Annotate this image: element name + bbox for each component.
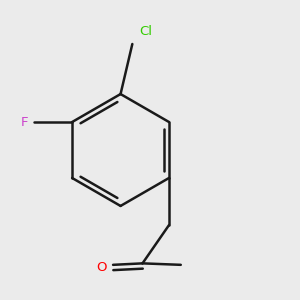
Text: O: O [97,261,107,274]
Text: Cl: Cl [140,25,153,38]
Text: F: F [20,116,28,128]
